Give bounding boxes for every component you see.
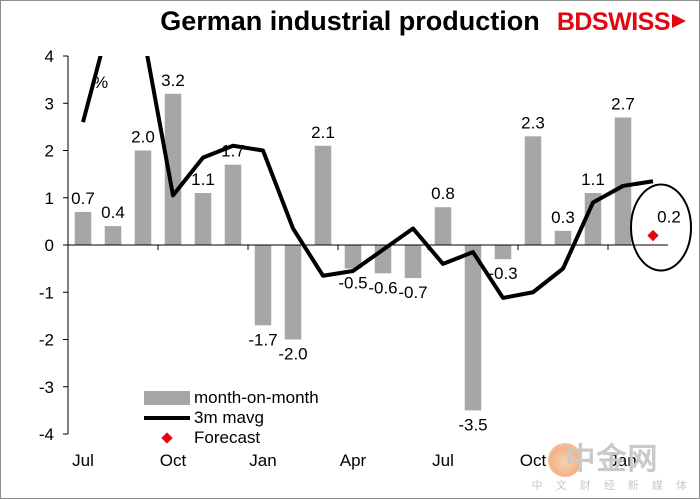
bar [614, 117, 632, 245]
bar [314, 145, 332, 245]
bar [494, 245, 512, 260]
brand-logo: BDSWISS [557, 8, 686, 37]
bar-data-label: 3.2 [161, 71, 185, 90]
legend-line-swatch [144, 416, 190, 420]
bar-data-label: 0.8 [431, 184, 455, 203]
legend-item-forecast: Forecast [144, 428, 319, 448]
watermark-sub: 中 文 财 经 新 媒 体 [531, 480, 692, 492]
bar [284, 245, 302, 340]
bar [464, 245, 482, 411]
x-tick-label: Jan [609, 451, 636, 470]
bar-data-label: 0.3 [551, 208, 575, 227]
legend-item-line: 3m mavg [144, 408, 319, 428]
chart-title: German industrial production [160, 6, 540, 36]
bar-data-label: -1.7 [248, 330, 277, 349]
brand-logo-bd: BD [556, 8, 593, 36]
watermark-logo-icon [548, 443, 582, 477]
brand-arrow-icon [672, 14, 686, 28]
bar [434, 207, 452, 245]
y-tick-label: 3 [45, 94, 54, 113]
brand-logo-swiss: SWISS [591, 8, 671, 36]
watermark: 中金网 中 文 财 经 新 媒 体 [532, 443, 692, 493]
y-tick-label: -4 [39, 425, 54, 444]
x-tick-label: Oct [160, 451, 187, 470]
bar-data-label: -0.7 [398, 283, 427, 302]
y-tick-label: 1 [45, 189, 54, 208]
bar-data-label: 2.3 [521, 113, 545, 132]
bar-data-label: 0.7 [71, 189, 95, 208]
bar [404, 245, 422, 279]
bar [74, 211, 92, 245]
forecast-highlight-ellipse [630, 183, 692, 272]
bar-data-label: -0.6 [368, 278, 397, 297]
y-tick-label: -2 [39, 331, 54, 350]
bar-data-label: 2.1 [311, 123, 335, 142]
legend-bar-label: month-on-month [194, 388, 319, 407]
bar-data-label: 1.1 [581, 170, 605, 189]
bar [254, 245, 272, 326]
y-tick-label: -3 [39, 378, 54, 397]
legend-forecast-swatch [144, 432, 190, 444]
bar-data-label: 2.0 [131, 128, 155, 147]
legend-item-bar: month-on-month [144, 388, 319, 408]
bar-data-label: -3.5 [458, 415, 487, 434]
legend-line-label: 3m mavg [194, 408, 264, 427]
bar [134, 150, 152, 245]
y-tick-label: 0 [45, 236, 54, 255]
x-tick-label: Apr [340, 451, 367, 470]
x-tick-label: Jul [432, 451, 454, 470]
x-tick-label: Jul [72, 451, 94, 470]
bar-data-label: -0.3 [488, 264, 517, 283]
y-tick-label: 2 [45, 142, 54, 161]
bar [164, 93, 182, 245]
forecast-data-label: 0.2 [657, 208, 681, 227]
bar-data-label: 2.7 [611, 94, 635, 113]
bar-data-label: 0.4 [101, 203, 125, 222]
bar [524, 136, 542, 245]
watermark-main: 中金网 [565, 443, 659, 476]
bar [344, 245, 362, 269]
bar [224, 164, 242, 245]
legend-bar-swatch [144, 391, 190, 405]
forecast-point [647, 229, 659, 242]
bar-data-label: 1.7 [221, 142, 245, 161]
bar [194, 193, 212, 245]
bar-data-label: 1.1 [191, 170, 215, 189]
bar-data-label: -2.0 [278, 345, 307, 364]
bar [584, 193, 602, 245]
y-tick-label: -1 [39, 283, 54, 302]
y-tick-label: 4 [45, 47, 54, 66]
moving-average-line [81, 56, 654, 300]
x-tick-label: Jan [249, 451, 276, 470]
bar-data-label: -0.5 [338, 274, 367, 293]
bar [104, 226, 122, 245]
x-tick-label: Oct [520, 451, 547, 470]
legend-forecast-label: Forecast [194, 428, 261, 447]
legend: month-on-month 3m mavg Forecast [144, 388, 319, 448]
bar [554, 230, 572, 245]
